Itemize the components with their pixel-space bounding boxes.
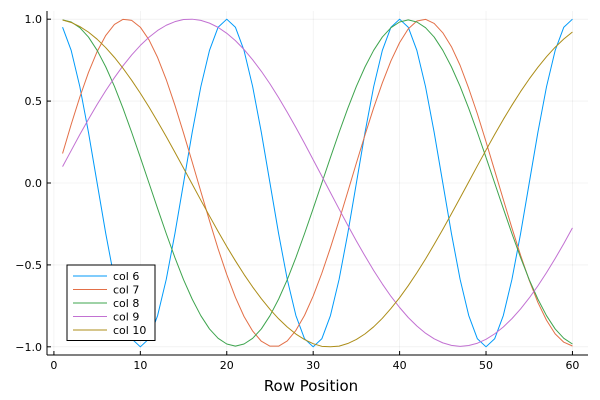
x-tick-label: 30 <box>306 359 320 372</box>
grid <box>47 11 588 355</box>
legend-entry: col 8 <box>113 297 139 310</box>
x-tick-label: 10 <box>133 359 147 372</box>
axes <box>46 11 588 356</box>
y-tick-label: 0.5 <box>25 95 43 108</box>
y-tick-label: 0.0 <box>25 177 43 190</box>
series-line-col-10 <box>62 19 573 348</box>
x-tick-label: 20 <box>220 359 234 372</box>
y-tick-label: −1.0 <box>15 341 42 354</box>
y-tick-label: −0.5 <box>15 259 42 272</box>
x-tick-label: 0 <box>50 359 57 372</box>
legend-entry: col 10 <box>113 324 146 337</box>
series-line-col-8 <box>62 19 573 347</box>
y-tick-label: 1.0 <box>25 13 43 26</box>
series-lines <box>62 18 573 348</box>
legend-entry: col 7 <box>113 284 139 297</box>
x-tick-label: 40 <box>393 359 407 372</box>
legend-entry: col 9 <box>113 311 139 324</box>
legend-entry: col 6 <box>113 270 139 283</box>
series-line-col-9 <box>62 18 573 347</box>
x-tick-label: 50 <box>479 359 493 372</box>
x-tick-label: 60 <box>565 359 579 372</box>
x-axis-title: Row Position <box>264 377 358 395</box>
tick-labels: 0 10 20 30 40 50 60 −1.0 −0.5 0.0 0.5 1.0 <box>15 13 579 372</box>
